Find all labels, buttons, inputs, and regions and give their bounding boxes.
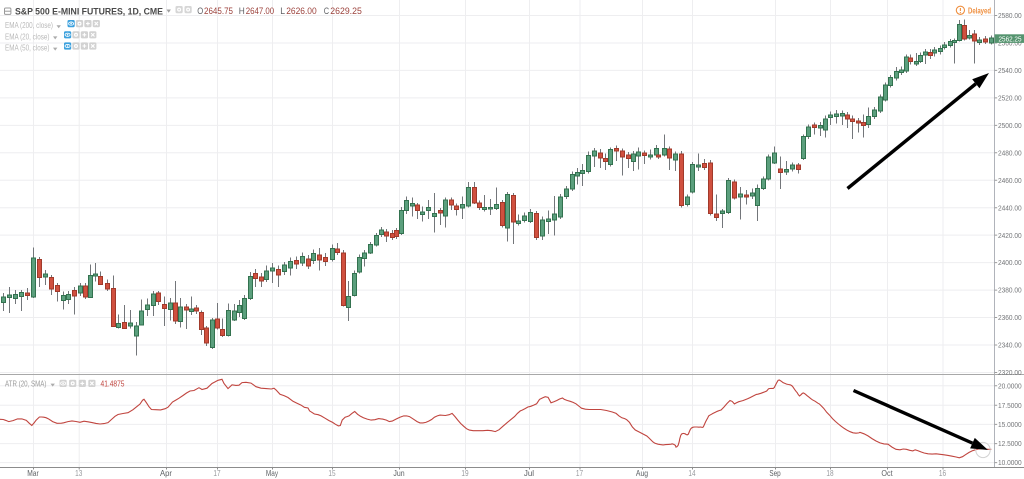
- svg-text:17: 17: [213, 468, 220, 478]
- svg-text:2420.00: 2420.00: [998, 231, 1022, 240]
- svg-text:2380.00: 2380.00: [998, 286, 1022, 295]
- svg-text:Jun: Jun: [393, 468, 404, 478]
- svg-text:13: 13: [75, 468, 82, 478]
- svg-text:2626.00: 2626.00: [286, 6, 317, 16]
- svg-text:2340.00: 2340.00: [998, 341, 1022, 350]
- svg-text:2460.00: 2460.00: [998, 176, 1022, 185]
- svg-text:12.5000: 12.5000: [998, 439, 1022, 448]
- svg-text:2560.00: 2560.00: [998, 39, 1022, 48]
- svg-text:2540.00: 2540.00: [998, 66, 1022, 75]
- svg-text:S&P 500 E-MINI FUTURES, 1D, CM: S&P 500 E-MINI FUTURES, 1D, CME: [15, 6, 163, 16]
- svg-text:10.0000: 10.0000: [998, 458, 1022, 467]
- svg-text:2520.00: 2520.00: [998, 93, 1022, 102]
- svg-text:16: 16: [939, 468, 946, 478]
- svg-text:2629.25: 2629.25: [330, 6, 362, 16]
- svg-text:2645.75: 2645.75: [204, 6, 233, 16]
- svg-text:20.0000: 20.0000: [998, 381, 1022, 390]
- svg-text:EMA (50, close): EMA (50, close): [5, 44, 50, 53]
- svg-text:EMA (20, close): EMA (20, close): [5, 32, 50, 41]
- svg-text:Jul: Jul: [524, 468, 534, 478]
- svg-text:Oct: Oct: [881, 468, 893, 478]
- svg-text:O: O: [197, 6, 203, 16]
- svg-text:Mar: Mar: [27, 468, 39, 478]
- svg-text:2440.00: 2440.00: [998, 203, 1022, 212]
- svg-text:41.4875: 41.4875: [101, 380, 126, 389]
- svg-text:15.0000: 15.0000: [998, 420, 1022, 429]
- svg-text:H: H: [239, 6, 245, 16]
- svg-text:2500.00: 2500.00: [998, 121, 1022, 130]
- svg-text:2562.25: 2562.25: [999, 34, 1022, 43]
- svg-text:Delayed: Delayed: [968, 6, 991, 15]
- svg-text:2480.00: 2480.00: [998, 148, 1022, 157]
- svg-text:ATR (20, SMA): ATR (20, SMA): [5, 380, 47, 389]
- svg-text:14: 14: [688, 468, 695, 478]
- svg-text:15: 15: [328, 468, 335, 478]
- svg-text:17: 17: [576, 468, 583, 478]
- svg-text:18: 18: [826, 468, 833, 478]
- svg-text:Aug: Aug: [636, 468, 648, 478]
- svg-text:2580.00: 2580.00: [998, 11, 1022, 20]
- svg-text:2400.00: 2400.00: [998, 258, 1022, 267]
- svg-text:May: May: [266, 468, 279, 478]
- svg-text:L: L: [280, 6, 285, 16]
- svg-text:C: C: [324, 6, 330, 16]
- svg-text:Apr: Apr: [160, 468, 172, 478]
- svg-text:2320.00: 2320.00: [998, 368, 1022, 377]
- svg-text:2360.00: 2360.00: [998, 313, 1022, 322]
- svg-text:Sep: Sep: [769, 468, 780, 478]
- svg-text:17.5000: 17.5000: [998, 401, 1022, 410]
- svg-text:2647.00: 2647.00: [246, 6, 275, 16]
- svg-text:19: 19: [461, 468, 468, 478]
- svg-text:EMA (200, close): EMA (200, close): [5, 21, 53, 30]
